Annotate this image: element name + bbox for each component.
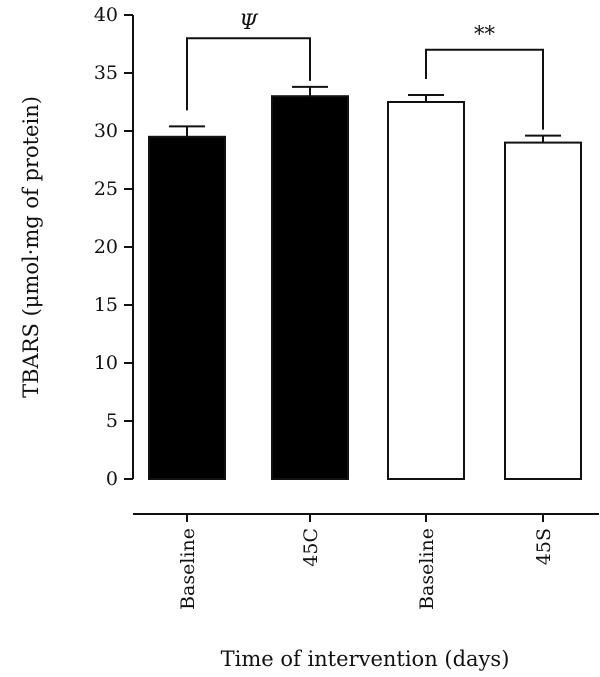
x-axis-title: Time of intervention (days) (221, 647, 510, 671)
significance-annotations: Ψ ** (186, 10, 544, 130)
y-axis: 0 5 10 15 20 25 30 35 40 (94, 4, 134, 490)
significance-label: Ψ (239, 10, 259, 34)
x-category-label: Baseline (416, 528, 438, 610)
x-category-label: Baseline (177, 528, 199, 610)
bar (387, 101, 465, 480)
y-tick-label: 10 (94, 352, 118, 374)
y-tick-label: 25 (94, 178, 118, 200)
significance-bracket (186, 37, 311, 111)
y-axis-title: TBARS (μmol·mg of protein) (19, 96, 43, 398)
category-labels: Baseline 45C Baseline 45S (177, 528, 555, 610)
x-category-label: 45S (533, 528, 555, 565)
y-tick-label: 20 (94, 236, 118, 258)
x-axis (133, 513, 599, 522)
significance-label: ** (474, 22, 496, 46)
bar (504, 141, 582, 480)
bar (271, 95, 349, 480)
y-tick-label: 15 (94, 294, 118, 316)
bar (148, 135, 226, 481)
x-category-label: 45C (300, 528, 322, 567)
error-bars (169, 85, 561, 143)
y-tick-label: 40 (94, 4, 118, 26)
y-tick-label: 30 (94, 120, 118, 142)
significance-bracket (425, 48, 544, 130)
y-tick-label: 35 (94, 62, 118, 84)
y-tick-label: 5 (106, 410, 118, 432)
bars (148, 95, 582, 481)
y-tick-label: 0 (106, 468, 118, 490)
